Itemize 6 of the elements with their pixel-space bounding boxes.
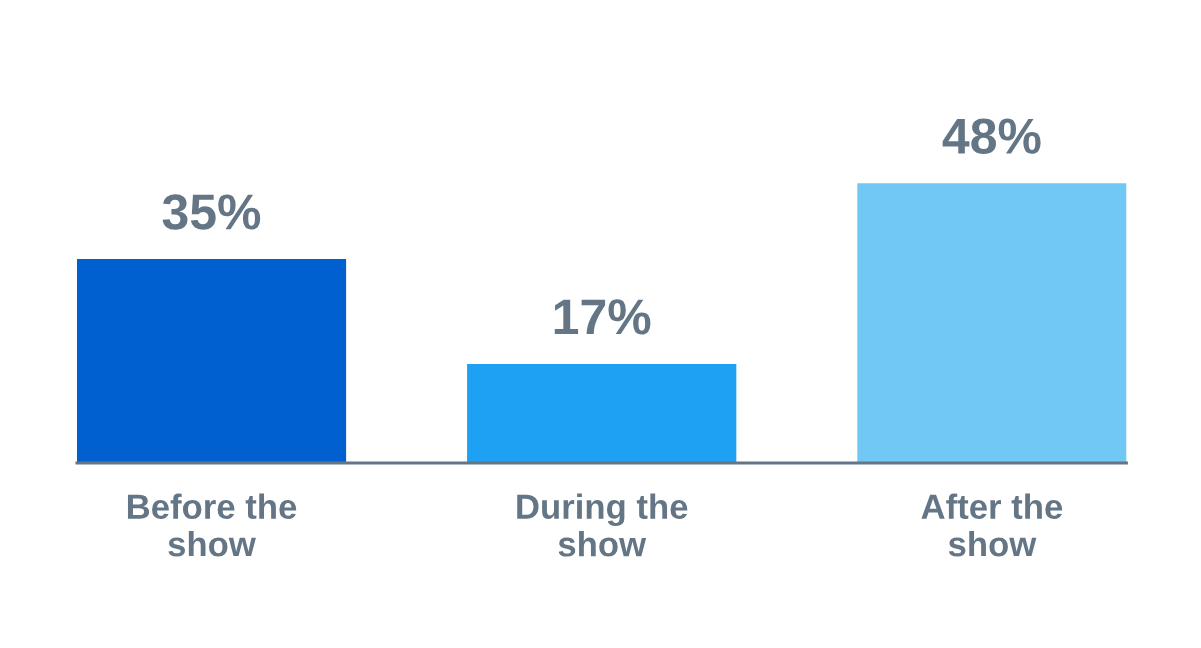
data-label: 35% xyxy=(162,194,261,230)
x-tick-label: After the show xyxy=(921,493,1063,557)
x-tick-label: Before the show xyxy=(127,493,297,557)
data-label: 48% xyxy=(942,118,1041,154)
x-tick-label: During the show xyxy=(517,493,688,557)
data-label: 17% xyxy=(554,299,651,335)
